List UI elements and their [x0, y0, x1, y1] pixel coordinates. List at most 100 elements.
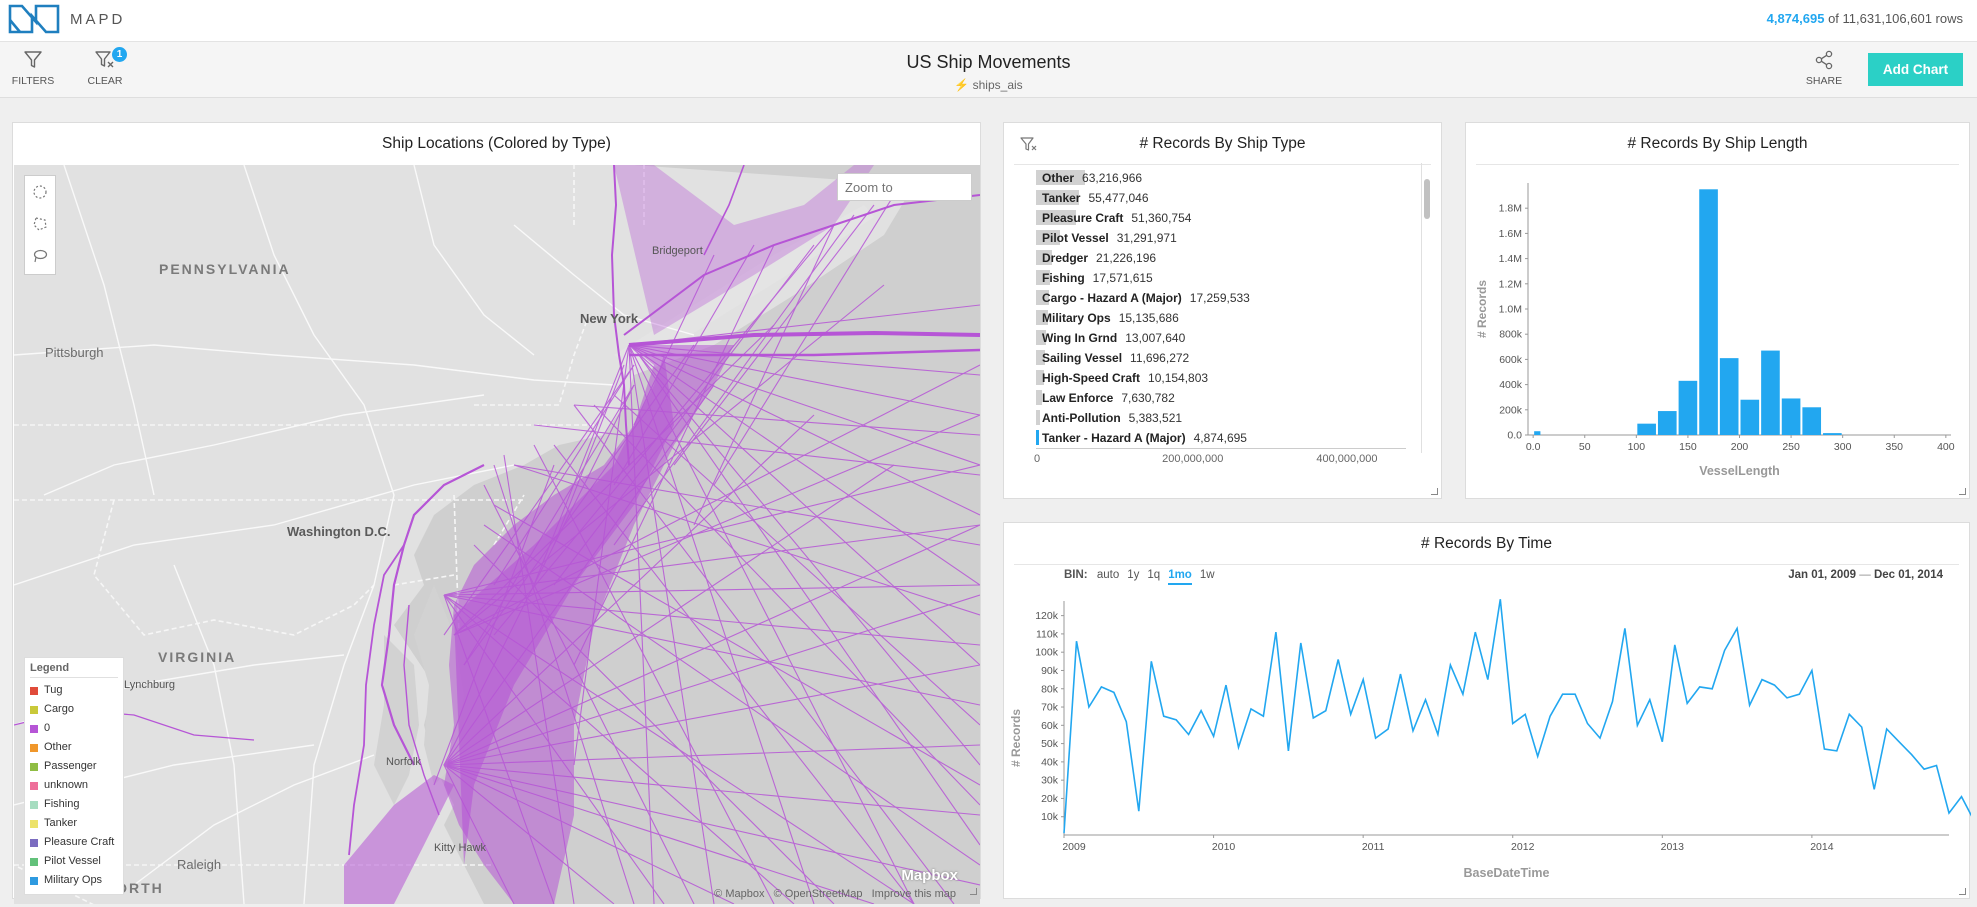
histogram-x-tick: 0.0 [1526, 441, 1541, 453]
histogram-x-tick: 350 [1885, 441, 1903, 453]
ship-type-value: 31,291,971 [1116, 230, 1177, 245]
map-attribution: © Mapbox © OpenStreetMap Improve this ma… [714, 888, 956, 900]
map-title: Ship Locations (Colored by Type) [382, 135, 611, 152]
legend-item[interactable]: Fishing [30, 795, 118, 814]
time-y-tick: 10k [1041, 811, 1059, 823]
ship-type-value: 11,696,272 [1130, 350, 1190, 365]
histogram-bar[interactable] [1740, 399, 1760, 435]
legend-item[interactable]: 0 [30, 719, 118, 738]
ship-type-row[interactable]: Dredger 21,226,196 [1036, 249, 1156, 266]
histogram-bar[interactable] [1657, 411, 1677, 435]
ship-length-histogram[interactable]: 0.0 200k 400k 600k 800k 1.0M 1.2M 1.4M 1.6M 1.8M 0… [1466, 163, 1971, 500]
filters-button[interactable]: FILTERS [3, 50, 63, 87]
row-chart-x-tick: 400,000,000 [1316, 453, 1378, 465]
ship-type-value: 4,874,695 [1193, 430, 1247, 445]
draw-tools [24, 175, 56, 275]
ship-type-row[interactable]: Tanker - Hazard A (Major) 4,874,695 [1036, 429, 1247, 446]
legend-item[interactable]: unknown [30, 776, 118, 795]
legend-label: Pleasure Craft [44, 836, 115, 848]
ship-type-row[interactable]: High-Speed Craft 10,154,803 [1036, 369, 1208, 386]
histogram-bar[interactable] [1534, 431, 1541, 435]
time-y-tick: 40k [1041, 756, 1059, 768]
map-basemap [14, 165, 980, 904]
legend-item[interactable]: Pleasure Craft [30, 833, 118, 852]
records-by-time-chart[interactable]: 10k 20k 30k 40k 50k 60k 70k 80k 90k 100k 110k 120k 2… [1004, 587, 1971, 897]
time-x-tick: 2012 [1511, 841, 1535, 853]
filter-icon [24, 51, 42, 68]
ship-type-row[interactable]: Other 63,216,966 [1036, 169, 1142, 186]
ship-type-bar [1036, 250, 1053, 265]
share-button[interactable]: SHARE [1794, 50, 1854, 87]
clear-label: CLEAR [87, 75, 123, 87]
chart-filter-button[interactable] [1020, 137, 1038, 158]
ship-length-resize-handle[interactable] [1959, 488, 1966, 495]
ship-type-row[interactable]: Pilot Vessel 31,291,971 [1036, 229, 1177, 246]
histogram-y-tick: 800k [1499, 329, 1523, 341]
time-panel: # Records By Time BIN: auto 1y 1q 1mo 1w Jan… [1003, 522, 1971, 899]
ship-type-resize-handle[interactable] [1431, 488, 1438, 495]
row-chart-scrollbar[interactable] [1421, 163, 1431, 453]
ship-type-row[interactable]: Pleasure Craft 51,360,754 [1036, 209, 1191, 226]
ship-type-row[interactable]: Wing In Grnd 13,007,640 [1036, 329, 1185, 346]
histogram-bar[interactable] [1781, 398, 1801, 435]
legend-item[interactable]: Passenger [30, 757, 118, 776]
lasso-select-tool[interactable] [25, 240, 55, 272]
ship-type-value: 55,477,046 [1088, 190, 1149, 205]
legend-item[interactable]: Cargo [30, 700, 118, 719]
date-range[interactable]: Jan 01, 2009 — Dec 01, 2014 [1788, 569, 1943, 581]
records-series-line[interactable] [1063, 599, 1971, 834]
histogram-bar[interactable] [1719, 358, 1739, 435]
bin-option[interactable]: 1w [1199, 569, 1215, 581]
bin-option[interactable]: 1mo [1168, 569, 1192, 585]
ship-type-title: # Records By Ship Type [1139, 135, 1306, 152]
legend-swatch [30, 857, 38, 866]
time-resize-handle[interactable] [1959, 888, 1966, 895]
legend-item[interactable]: Tanker [30, 814, 118, 833]
date-range-start[interactable]: Jan 01, 2009 [1788, 569, 1857, 581]
ship-type-row[interactable]: Tanker 55,477,046 [1036, 189, 1149, 206]
ship-type-row[interactable]: Cargo - Hazard A (Major) 17,259,533 [1036, 289, 1250, 306]
improve-map-link[interactable]: Improve this map [871, 888, 956, 900]
osm-attribution-link[interactable]: © OpenStreetMap [773, 888, 863, 900]
legend-title: Legend [30, 662, 118, 678]
legend-swatch [30, 781, 38, 790]
ship-length-title-divider [1476, 164, 1959, 165]
bin-option[interactable]: auto [1096, 569, 1120, 581]
ship-type-row[interactable]: Sailing Vessel 11,696,272 [1036, 349, 1189, 366]
polygon-select-tool[interactable] [25, 208, 55, 240]
map-label-norfolk: Norfolk [386, 756, 421, 768]
bin-option[interactable]: 1y [1127, 569, 1140, 581]
mapbox-attribution-link[interactable]: © Mapbox [714, 888, 765, 900]
ship-type-panel: # Records By Ship Type Other 63,216,966 Ta… [1003, 122, 1442, 499]
legend-item[interactable]: Other [30, 738, 118, 757]
histogram-bar[interactable] [1678, 380, 1698, 435]
date-range-end[interactable]: Dec 01, 2014 [1873, 569, 1943, 581]
ship-type-row[interactable]: Military Ops 15,135,686 [1036, 309, 1179, 326]
ship-type-row[interactable]: Anti-Pollution 5,383,521 [1036, 409, 1182, 426]
time-y-tick: 120k [1035, 610, 1059, 622]
add-chart-button[interactable]: Add Chart [1868, 53, 1963, 86]
histogram-bar[interactable] [1637, 423, 1656, 435]
legend-item[interactable]: Pilot Vessel [30, 852, 118, 871]
histogram-bar[interactable] [1802, 407, 1822, 435]
map-resize-handle[interactable] [970, 888, 977, 895]
app-logo[interactable]: MAPD [8, 3, 125, 35]
circle-select-tool[interactable] [25, 176, 55, 208]
histogram-bar[interactable] [1699, 189, 1718, 435]
legend-swatch [30, 876, 38, 885]
histogram-x-label: VesselLength [1699, 464, 1780, 478]
zoom-to-input[interactable] [837, 173, 972, 201]
histogram-bar[interactable] [1823, 433, 1842, 435]
ship-type-row[interactable]: Law Enforce 7,630,782 [1036, 389, 1175, 406]
clear-filters-button[interactable]: 1 CLEAR [75, 47, 135, 87]
histogram-bar[interactable] [1761, 350, 1780, 435]
map-label-kitty-hawk: Kitty Hawk [434, 842, 486, 854]
row-chart-scroll-thumb[interactable] [1424, 179, 1430, 219]
legend-item[interactable]: Military Ops [30, 871, 118, 890]
bin-option[interactable]: 1q [1147, 569, 1161, 581]
dashboard-title[interactable]: US Ship Movements [906, 52, 1071, 72]
map-canvas[interactable]: PENNSYLVANIA Pittsburgh Bridgeport New Y… [14, 165, 980, 904]
ship-type-bar [1036, 310, 1048, 325]
legend-item[interactable]: Tug [30, 681, 118, 700]
ship-type-row[interactable]: Fishing 17,571,615 [1036, 269, 1153, 286]
